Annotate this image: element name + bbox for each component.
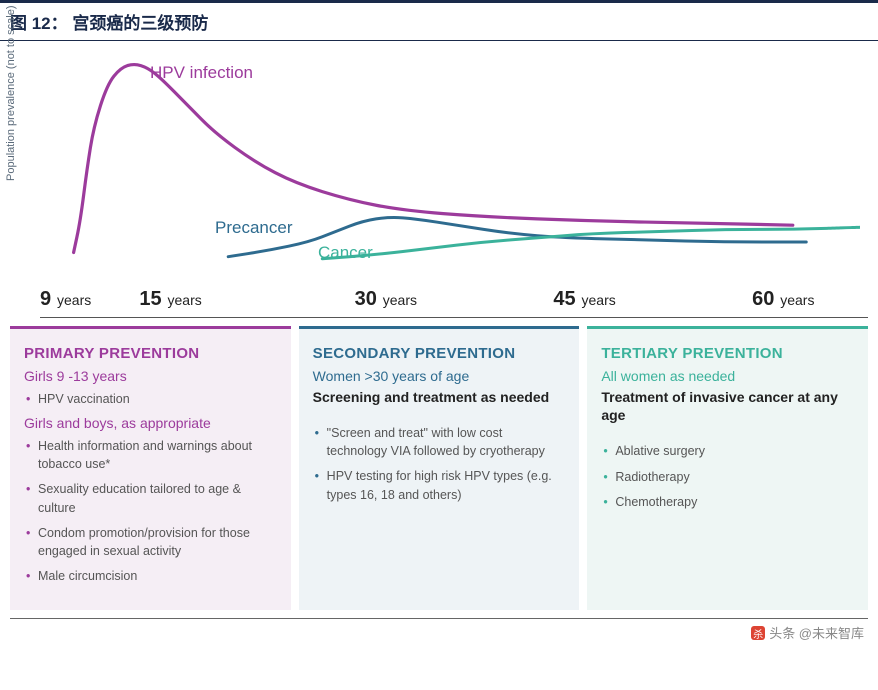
infographic-container: 图 12： 宫颈癌的三级预防 Population prevalence (no… xyxy=(0,0,878,648)
bullet-item: Health information and warnings about to… xyxy=(26,437,277,473)
bullet-item: Ablative surgery xyxy=(603,442,854,460)
secondary-subgroup: Women >30 years of age xyxy=(313,368,566,384)
tertiary-subtitle: Treatment of invasive cancer at any age xyxy=(601,388,854,424)
figure-title-bar: 图 12： 宫颈癌的三级预防 xyxy=(0,0,878,41)
secondary-subtitle: Screening and treatment as needed xyxy=(313,388,566,406)
hpv-curve-label: HPV infection xyxy=(150,63,253,83)
chart-svg xyxy=(40,53,860,263)
x-axis-ticks: 9 years 15 years 30 years 45 years 60 years xyxy=(40,283,868,318)
bullet-item: Male circumcision xyxy=(26,567,277,585)
primary-prevention-panel: PRIMARY PREVENTION Girls 9 -13 years HPV… xyxy=(10,326,291,610)
bullet-item: HPV testing for high risk HPV types (e.g… xyxy=(315,467,566,503)
bullet-item: Condom promotion/provision for those eng… xyxy=(26,524,277,560)
source-watermark: 头条 @未来智库 xyxy=(0,619,878,648)
tertiary-heading: TERTIARY PREVENTION xyxy=(601,345,854,362)
precancer-curve-label: Precancer xyxy=(215,218,292,238)
bullet-item: "Screen and treat" with low cost technol… xyxy=(315,424,566,460)
primary-bullets-2: Health information and warnings about to… xyxy=(24,437,277,585)
x-tick-9: 9 years xyxy=(40,288,91,311)
x-tick-45: 45 years xyxy=(553,288,615,311)
primary-subgroup-1: Girls 9 -13 years xyxy=(24,368,277,384)
tertiary-prevention-panel: TERTIARY PREVENTION All women as needed … xyxy=(587,326,868,610)
x-tick-60: 60 years xyxy=(752,288,814,311)
prevention-panels: PRIMARY PREVENTION Girls 9 -13 years HPV… xyxy=(0,326,878,618)
secondary-heading: SECONDARY PREVENTION xyxy=(313,345,566,362)
primary-subgroup-2: Girls and boys, as appropriate xyxy=(24,415,277,431)
prevalence-chart: Population prevalence (not to scale) HPV… xyxy=(10,53,868,283)
x-tick-30: 30 years xyxy=(355,288,417,311)
x-tick-15: 15 years xyxy=(139,288,201,311)
secondary-bullets: "Screen and treat" with low cost technol… xyxy=(313,424,566,504)
secondary-prevention-panel: SECONDARY PREVENTION Women >30 years of … xyxy=(299,326,580,610)
tertiary-subgroup: All women as needed xyxy=(601,368,854,384)
figure-title: 图 12： 宫颈癌的三级预防 xyxy=(10,14,208,33)
watermark-text: 头条 @未来智库 xyxy=(769,626,864,641)
tertiary-bullets: Ablative surgery Radiotherapy Chemotherapy xyxy=(601,442,854,510)
hpv-curve xyxy=(74,65,793,253)
primary-heading: PRIMARY PREVENTION xyxy=(24,345,277,362)
watermark-icon xyxy=(751,626,765,640)
bullet-item: Chemotherapy xyxy=(603,493,854,511)
y-axis-label: Population prevalence (not to scale) xyxy=(5,6,17,182)
bullet-item: Radiotherapy xyxy=(603,468,854,486)
bullet-item: Sexuality education tailored to age & cu… xyxy=(26,480,277,516)
bullet-item: HPV vaccination xyxy=(26,390,277,408)
primary-bullets-1: HPV vaccination xyxy=(24,390,277,408)
cancer-curve-label: Cancer xyxy=(318,243,373,263)
